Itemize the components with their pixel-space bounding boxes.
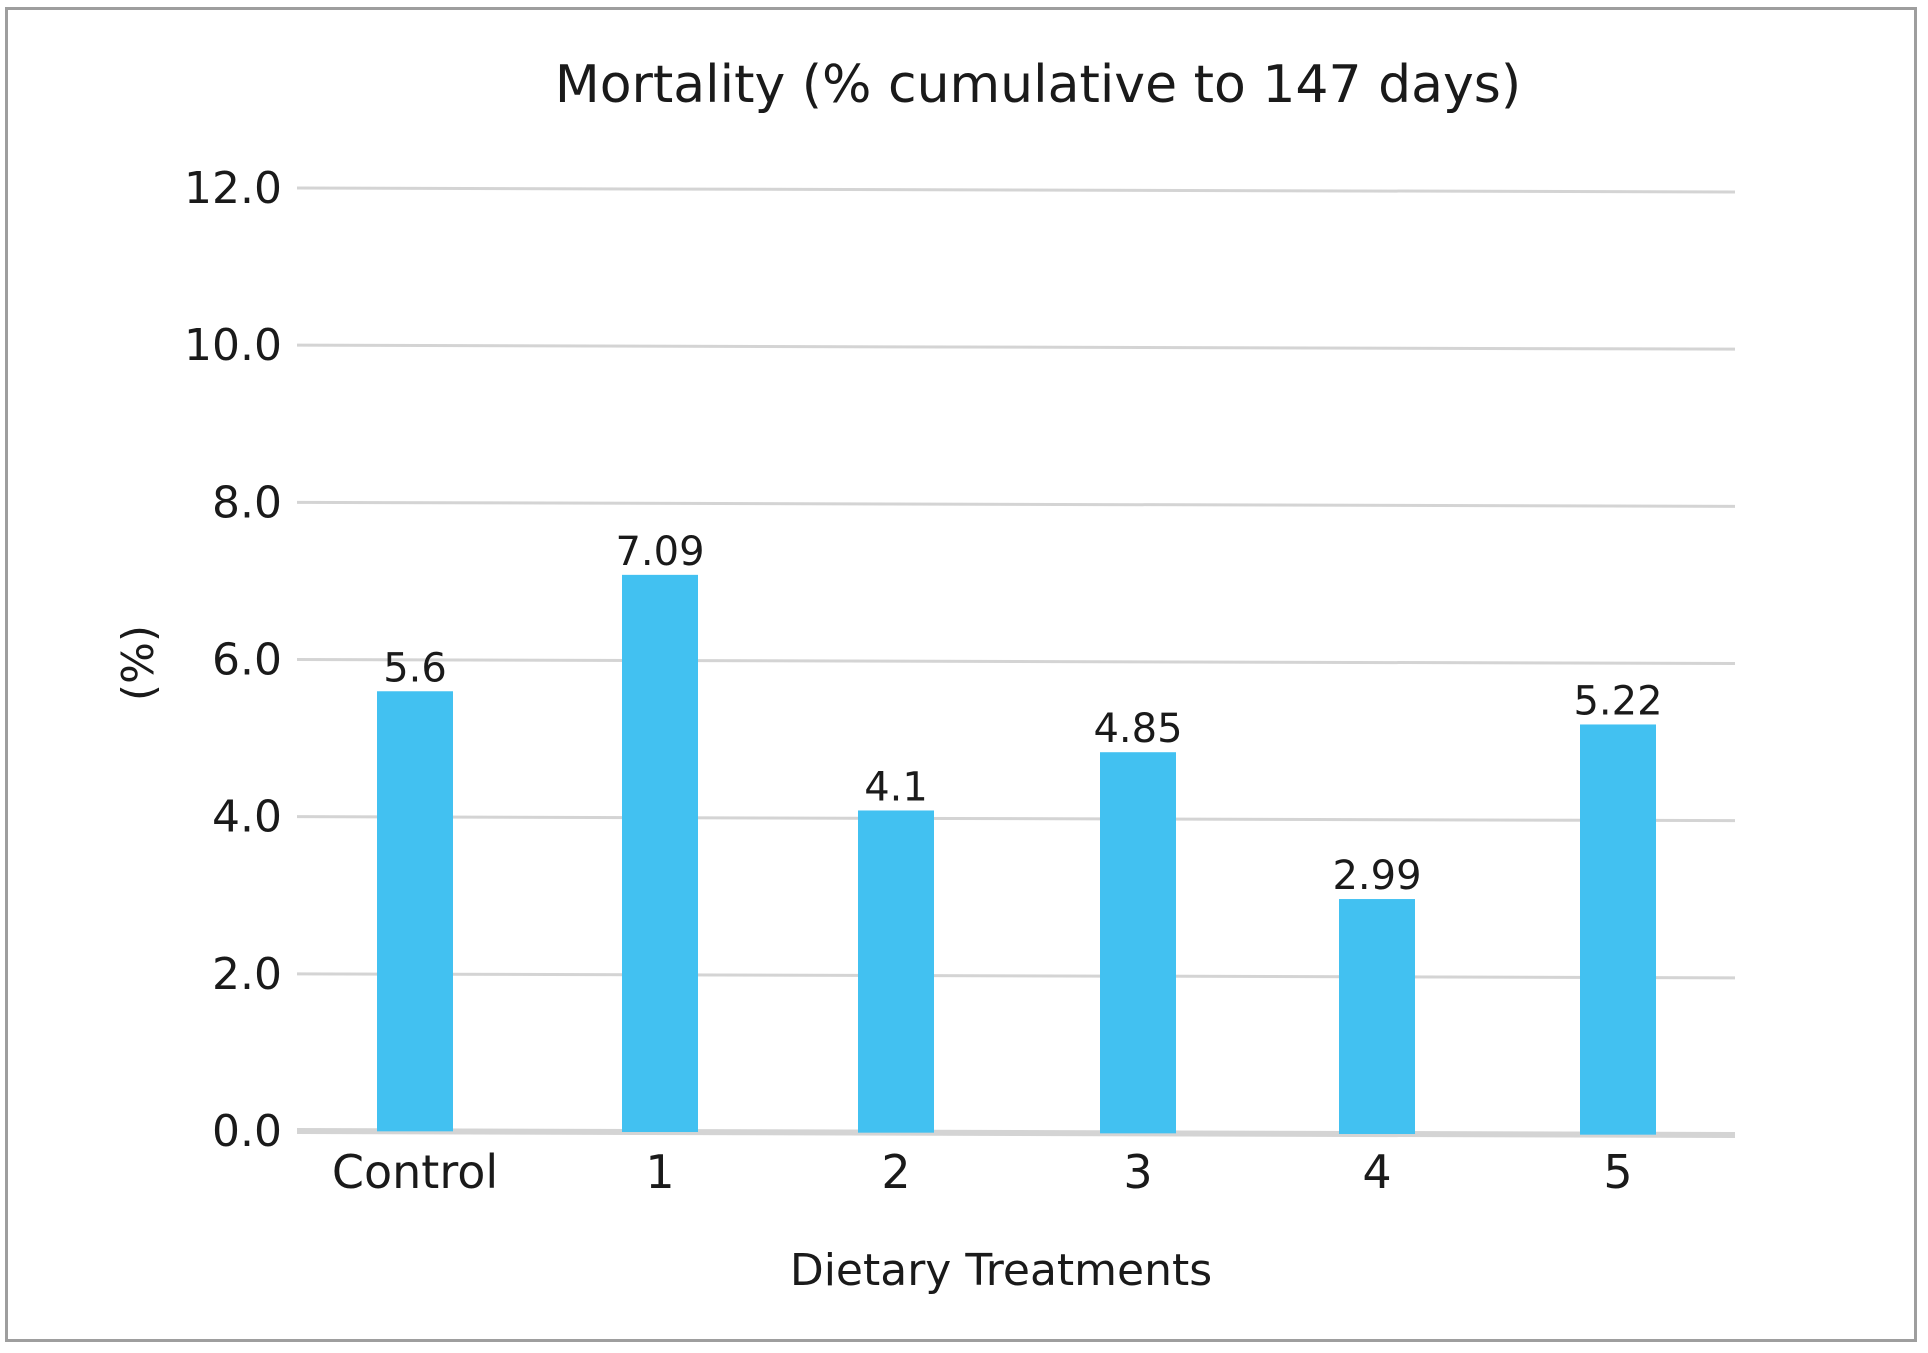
y-axis-title: (%) (113, 625, 164, 701)
y-tick-label: 8.0 (212, 477, 282, 528)
category-label: 4 (1362, 1145, 1391, 1199)
data-label: 4.85 (1093, 706, 1182, 752)
data-label: 5.22 (1573, 678, 1662, 724)
gridline-6.0 (296, 658, 1736, 665)
y-tick-label: 2.0 (212, 949, 282, 1000)
y-tick-label: 10.0 (184, 320, 282, 371)
bar-3 (1100, 752, 1176, 1134)
x-axis-title: Dietary Treatments (790, 1245, 1212, 1296)
category-label: 1 (645, 1145, 674, 1199)
gridline-10.0 (296, 343, 1736, 351)
x-axis-baseline (296, 1128, 1736, 1138)
category-label: 5 (1603, 1145, 1632, 1199)
bar-2 (858, 810, 934, 1133)
data-label: 5.6 (383, 645, 447, 691)
y-tick-label: 4.0 (212, 792, 282, 843)
data-label: 2.99 (1332, 853, 1421, 899)
category-labels: Control 1 2 3 4 5 (332, 1145, 1633, 1199)
bar-4 (1339, 899, 1415, 1135)
bar-5 (1580, 724, 1656, 1135)
bar-control (377, 691, 453, 1132)
y-tick-label: 0.0 (212, 1106, 282, 1157)
category-label: 3 (1123, 1145, 1152, 1199)
y-tick-label: 6.0 (212, 635, 282, 686)
category-label: Control (332, 1145, 498, 1199)
data-label: 7.09 (615, 529, 704, 575)
gridline-2.0 (296, 972, 1736, 980)
gridlines (296, 186, 1736, 1138)
data-label: 4.1 (864, 764, 928, 810)
category-label: 2 (881, 1145, 910, 1199)
bar-1 (622, 574, 698, 1133)
bars (377, 574, 1656, 1135)
data-labels: 5.6 7.09 4.1 4.85 2.99 5.22 (383, 529, 1662, 899)
y-tick-label: 12.0 (184, 163, 282, 214)
gridline-4.0 (296, 815, 1736, 823)
gridline-12.0 (296, 186, 1736, 194)
chart-title: Mortality (% cumulative to 147 days) (555, 55, 1521, 115)
gridline-8.0 (296, 500, 1736, 508)
y-tick-labels: 0.0 2.0 4.0 6.0 8.0 10.0 12.0 (184, 163, 282, 1157)
